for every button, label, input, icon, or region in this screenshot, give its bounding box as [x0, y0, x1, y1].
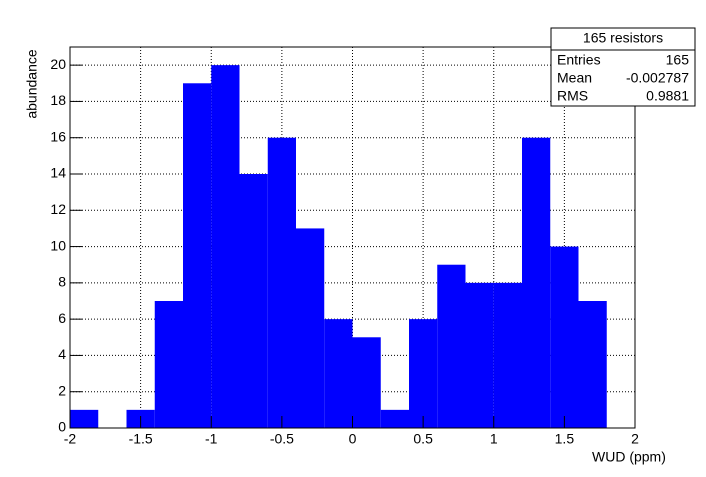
stats-title: 165 resistors	[583, 30, 663, 46]
stats-label: Entries	[557, 52, 601, 68]
stats-value: -0.002787	[626, 70, 689, 86]
y-tick-label: 2	[58, 382, 66, 398]
x-tick-label: 0.5	[413, 431, 433, 447]
y-tick-label: 0	[58, 419, 66, 435]
stats-value: 0.9881	[646, 88, 689, 104]
x-tick-label: -2	[64, 431, 77, 447]
y-tick-label: 18	[50, 92, 66, 108]
bar	[465, 282, 494, 428]
x-tick-label: 1	[490, 431, 498, 447]
y-tick-label: 12	[50, 201, 66, 217]
bar	[578, 301, 607, 428]
bar	[437, 264, 466, 428]
bar	[296, 228, 325, 428]
bar	[550, 246, 579, 428]
y-tick-label: 16	[50, 128, 66, 144]
y-tick-label: 10	[50, 237, 66, 253]
bar	[239, 174, 268, 428]
stats-label: RMS	[557, 88, 588, 104]
bar	[183, 83, 212, 429]
y-tick-label: 20	[50, 56, 66, 72]
x-tick-label: -1	[205, 431, 218, 447]
stats-box	[550, 27, 696, 107]
x-tick-label: 0	[349, 431, 357, 447]
bar	[211, 65, 240, 429]
x-tick-label: -1.5	[129, 431, 153, 447]
y-tick-label: 14	[50, 165, 66, 181]
bar	[409, 319, 438, 428]
bar	[493, 282, 522, 428]
y-tick-label: 6	[58, 310, 66, 326]
x-tick-label: 1.5	[555, 431, 575, 447]
stats-label: Mean	[557, 70, 592, 86]
bar	[267, 137, 296, 428]
y-tick-label: 8	[58, 274, 66, 290]
stats-value: 165	[666, 52, 690, 68]
bar	[70, 409, 99, 428]
bar	[522, 137, 551, 428]
bar	[324, 319, 353, 428]
bar	[154, 301, 183, 428]
x-tick-label: -0.5	[270, 431, 294, 447]
bar	[380, 409, 409, 428]
y-tick-label: 4	[58, 346, 66, 362]
x-axis-label: WUD (ppm)	[592, 449, 666, 465]
bar	[352, 337, 381, 428]
x-tick-label: 2	[631, 431, 639, 447]
y-axis-label: abundance	[24, 49, 40, 119]
